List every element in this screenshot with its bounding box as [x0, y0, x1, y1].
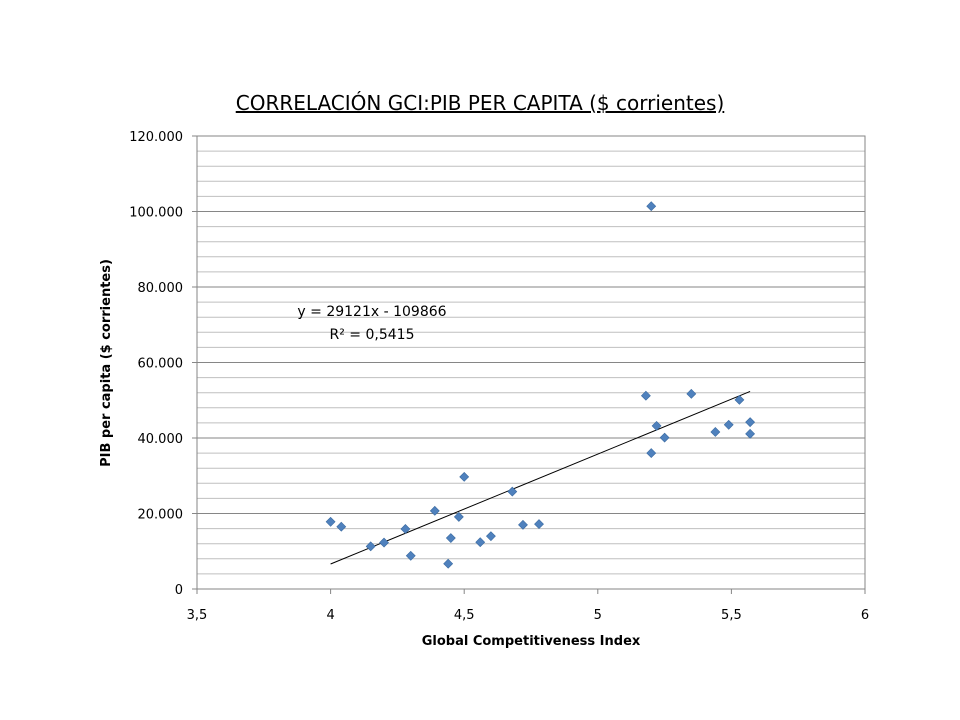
x-axis-title: Global Competitiveness Index — [422, 634, 641, 649]
y-axis: 0 20.000 40.000 60.000 80.000 100.000 120.000 — [129, 130, 197, 598]
y-tick-label: 60.000 — [138, 357, 184, 372]
data-point — [723, 419, 734, 430]
y-tick-label: 120.000 — [129, 130, 183, 145]
x-tick-label: 5 — [594, 608, 602, 623]
data-point — [379, 537, 389, 548]
data-point — [405, 550, 416, 561]
y-tick-label: 80.000 — [138, 281, 184, 296]
data-point — [640, 390, 651, 401]
x-tick-label: 4,5 — [454, 608, 475, 623]
data-point — [400, 524, 411, 534]
y-axis-title: PIB per capita ($ corrientes) — [99, 259, 114, 467]
data-point — [745, 428, 756, 439]
data-point — [429, 505, 440, 516]
data-point — [659, 432, 670, 443]
data-point — [445, 533, 456, 543]
trendline-r-squared: R² = 0,5415 — [330, 327, 415, 343]
data-point — [336, 521, 347, 532]
data-point — [686, 388, 697, 399]
gridlines — [197, 150, 865, 575]
y-tick-label: 40.000 — [138, 432, 184, 447]
data-point — [325, 516, 336, 527]
data-point — [646, 201, 657, 212]
data-point — [475, 537, 486, 548]
data-point — [453, 511, 464, 522]
data-point — [745, 417, 756, 428]
x-tick-label: 3,5 — [187, 608, 208, 623]
trendline-equation: y = 29121x - 109866 — [297, 304, 446, 320]
chart-title: CORRELACIÓN GCI:PIB PER CAPITA ($ corrie… — [236, 91, 725, 115]
data-point — [365, 541, 376, 552]
data-point — [646, 448, 657, 459]
data-point — [485, 531, 496, 542]
data-point — [518, 519, 528, 530]
data-point — [651, 420, 662, 431]
y-tick-label: 100.000 — [129, 206, 183, 221]
data-point — [710, 427, 721, 437]
y-tick-label: 0 — [175, 583, 183, 598]
x-tick-label: 6 — [861, 608, 869, 623]
x-axis: 3,5 4 4,5 5 5,5 6 — [187, 589, 869, 623]
x-tick-label: 5,5 — [721, 608, 742, 623]
y-tick-label: 20.000 — [138, 508, 184, 523]
data-points — [325, 201, 756, 569]
trendline — [330, 390, 751, 565]
data-point — [459, 471, 470, 482]
data-point — [534, 519, 544, 529]
data-point — [507, 486, 518, 497]
data-point — [734, 394, 745, 405]
x-tick-label: 4 — [326, 608, 334, 623]
data-point — [443, 558, 454, 569]
